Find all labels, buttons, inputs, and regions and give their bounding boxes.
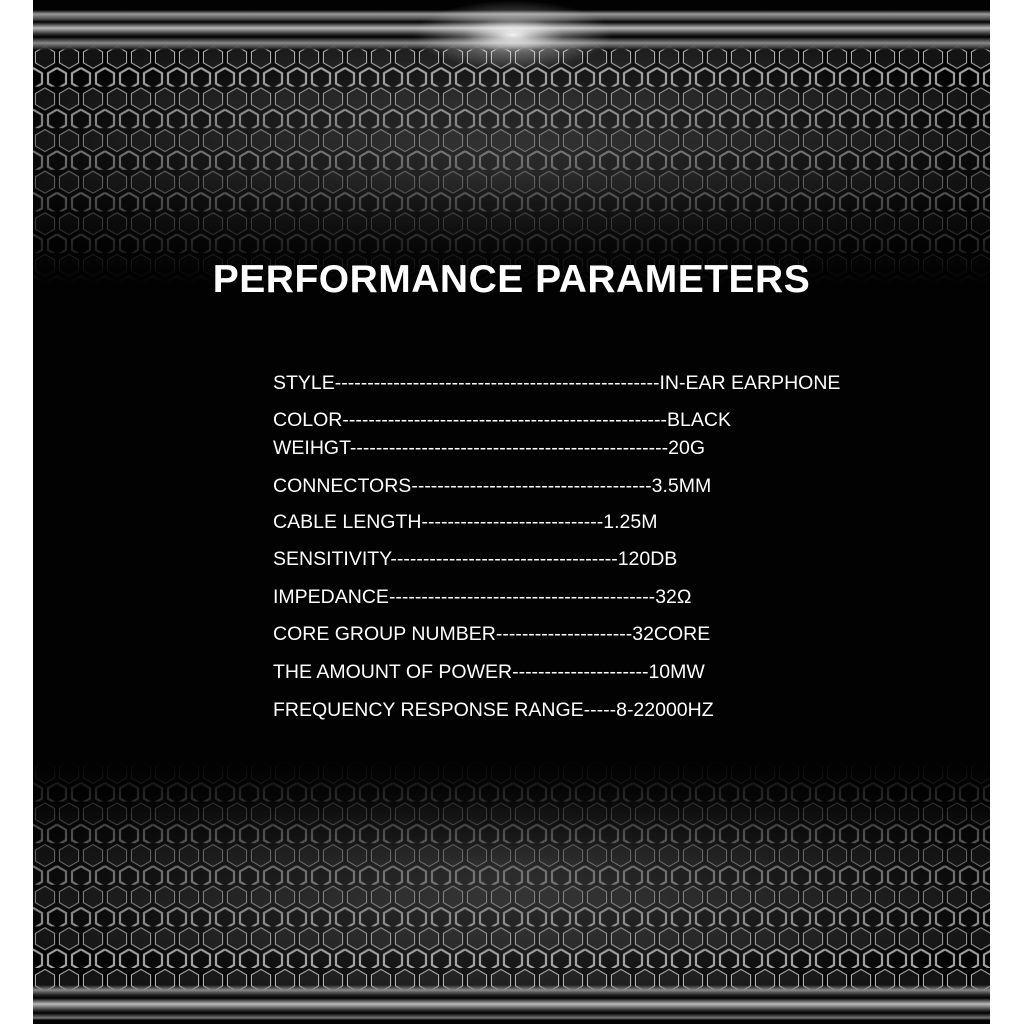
spec-value: 3.5MM [651, 475, 712, 497]
spec-row-impedance: IMPEDANCE-------------------------------… [273, 586, 691, 609]
page-title: PERFORMANCE PARAMETERS [212, 258, 811, 301]
spec-leader: ----------------------------------------… [388, 586, 656, 608]
spec-row-style: STYLE-----------------------------------… [273, 372, 840, 395]
top-glow [413, 0, 613, 70]
spec-label: WEIHGT [273, 437, 350, 459]
spec-leader: ----------------------------------------… [334, 372, 660, 394]
spec-row-cable-length: CABLE LENGTH----------------------------… [273, 511, 658, 534]
spec-leader: ----- [583, 699, 617, 721]
spec-label: COLOR [273, 409, 343, 431]
spec-row-sensitivity: SENSITIVITY-----------------------------… [273, 548, 677, 571]
hex-mesh-bottom [33, 760, 990, 990]
spec-label: IMPEDANCE [273, 586, 389, 608]
spec-row-weight: WEIHGT----------------------------------… [273, 437, 705, 460]
spec-value: 120DB [617, 548, 678, 570]
spec-leader: --------------------- [512, 661, 649, 683]
spec-label: CONNECTORS [273, 475, 412, 497]
spec-value: BLACK [667, 409, 731, 431]
spec-value: 32Ω [655, 586, 692, 608]
hex-mesh-top [33, 45, 990, 285]
spec-row-color: COLOR-----------------------------------… [273, 409, 731, 432]
spec-label: FREQUENCY RESPONSE RANGE [273, 699, 584, 721]
spec-value: 1.25M [603, 511, 658, 533]
spec-value: IN-EAR EARPHONE [659, 372, 841, 394]
spec-row-frequency: FREQUENCY RESPONSE RANGE-----8-22000HZ [273, 699, 714, 722]
spec-leader: --------------------- [495, 623, 633, 645]
spec-label: SENSITIVITY [273, 548, 391, 570]
spec-value: 20G [668, 437, 705, 459]
spec-label: CABLE LENGTH [273, 511, 422, 533]
spec-label: THE AMOUNT OF POWER [273, 661, 513, 683]
spec-label: STYLE [273, 372, 335, 394]
spec-leader: ---------------------------- [421, 511, 604, 533]
spec-panel: PERFORMANCE PARAMETERS STYLE------------… [33, 0, 990, 1024]
spec-leader: ----------------------------------- [390, 548, 618, 570]
spec-leader: ----------------------------------------… [349, 437, 669, 459]
bottom-light-streaks [33, 985, 990, 1020]
spec-row-core-group: CORE GROUP NUMBER---------------------32… [273, 623, 710, 646]
spec-value: 32CORE [632, 623, 711, 645]
spec-row-power: THE AMOUNT OF POWER---------------------… [273, 661, 705, 684]
spec-leader: ------------------------------------- [411, 475, 652, 497]
spec-value: 8-22000HZ [616, 699, 714, 721]
spec-value: 10MW [648, 661, 705, 683]
spec-label: CORE GROUP NUMBER [273, 623, 496, 645]
spec-leader: ----------------------------------------… [342, 409, 668, 431]
spec-row-connectors: CONNECTORS------------------------------… [273, 475, 711, 498]
